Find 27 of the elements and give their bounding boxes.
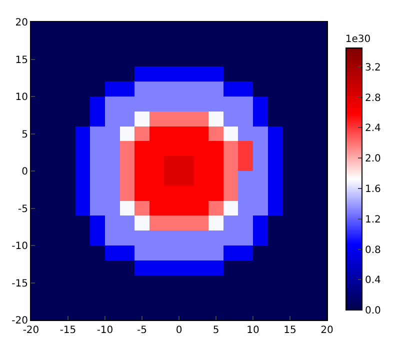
x-tick-label: 15 <box>284 325 296 336</box>
color-bar-title: 1e30 <box>345 34 371 45</box>
x-tick-label: -10 <box>96 325 114 336</box>
y-tick-label: -15 <box>12 278 28 290</box>
y-tick-label: 20 <box>15 18 28 28</box>
x-tick-label: 5 <box>212 325 220 336</box>
color-bar-label: 1.6 <box>365 184 381 195</box>
color-bar-label: 2.8 <box>365 92 381 104</box>
color-bar-label: 3.2 <box>365 62 381 74</box>
x-tick-label: 20 <box>320 325 334 336</box>
color-bar-label: 0.0 <box>365 306 381 316</box>
x-tick-label: 0 <box>176 325 182 336</box>
x-tick-label: -5 <box>137 325 147 336</box>
y-tick-label: -20 <box>12 316 28 326</box>
color-bar-label: 0.4 <box>365 275 381 286</box>
color-bar-label: 2.4 <box>365 123 381 134</box>
x-tick-label: 10 <box>246 325 260 336</box>
y-tick-label: 5 <box>22 129 28 140</box>
color-bar-label: 2.0 <box>365 154 381 165</box>
color-bar-label: 1.2 <box>365 214 381 226</box>
y-tick-label: -10 <box>12 241 28 252</box>
x-tick-label: -15 <box>60 325 76 336</box>
y-tick-label: 10 <box>15 92 28 103</box>
y-tick-label: 15 <box>15 54 28 66</box>
y-tick-label: 0 <box>22 166 28 178</box>
color-bar-label: 0.8 <box>365 244 381 256</box>
y-tick-label: -5 <box>18 204 28 215</box>
